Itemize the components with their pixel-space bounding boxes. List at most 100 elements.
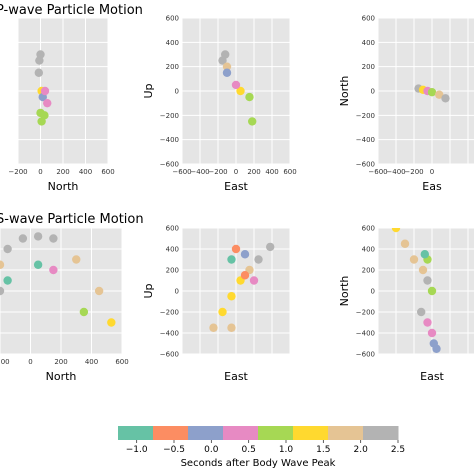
data-point [49, 234, 58, 243]
x-tick-label: −600 [368, 168, 387, 176]
p-wave-title: P-wave Particle Motion [0, 3, 143, 18]
data-point [427, 286, 437, 296]
data-point [218, 56, 227, 65]
data-point [240, 250, 250, 259]
points [209, 242, 275, 332]
y-tick-label: 600 [362, 225, 375, 233]
y-tick-label: −200 [356, 309, 375, 317]
x-axis-label: East [224, 180, 248, 193]
x-axis-label: North [46, 370, 77, 383]
x-tick-label: 400 [79, 168, 92, 176]
data-point [227, 323, 236, 332]
y-tick-label: 400 [166, 39, 179, 47]
y-tick-label: 0 [175, 288, 179, 296]
y-tick-label: 400 [362, 39, 375, 47]
data-point [231, 80, 241, 90]
x-tick-label: −200 [208, 168, 227, 176]
y-tick-label: 600 [166, 225, 179, 233]
colorbar-tick-label: −0.5 [163, 445, 185, 455]
points [34, 50, 52, 126]
colorbar-tick-label: 0.5 [242, 445, 256, 455]
x-tick-label: −600 [172, 168, 191, 176]
data-point [218, 307, 227, 317]
y-tick-label: 400 [166, 246, 179, 254]
data-point [209, 323, 218, 332]
data-point [400, 239, 410, 248]
data-point [441, 94, 450, 103]
data-point [236, 86, 245, 96]
panel-3: −600−400−200 06004002000−200−400−600EasNo… [338, 15, 474, 193]
y-tick-label: −200 [356, 112, 375, 120]
x-tick-label: −400 [386, 168, 405, 176]
y-tick-label: 400 [362, 246, 375, 254]
data-point [240, 271, 250, 280]
colorbar-segment [328, 426, 364, 440]
data-point [79, 307, 89, 317]
x-axis-label: East [224, 370, 248, 383]
colorbar-tick-label: 1.0 [279, 445, 294, 455]
panel-2: −600−400−200 0 200 400 6006004002000−200−400… [142, 15, 297, 194]
data-point [35, 56, 44, 65]
x-tick-label: −200 [8, 168, 27, 176]
y-axis-label: Up [142, 283, 155, 298]
data-point [222, 62, 232, 71]
x-tick-label: 200 [56, 168, 69, 176]
y-tick-label: −400 [160, 136, 179, 144]
colorbar-tick-label: 1.5 [316, 445, 330, 455]
y-tick-label: −600 [356, 161, 375, 169]
x-tick-label: 0 [234, 168, 238, 176]
colorbar-tick-label: 2.0 [354, 445, 369, 455]
y-tick-label: 0 [371, 288, 375, 296]
x-tick-label: −400 [190, 168, 209, 176]
y-tick-label: −400 [356, 330, 375, 338]
data-point [409, 255, 419, 264]
y-tick-label: 200 [362, 63, 375, 71]
y-tick-label: −600 [356, 351, 375, 359]
data-point [435, 90, 444, 99]
y-tick-label: 200 [166, 267, 179, 275]
data-point [418, 265, 428, 275]
x-tick-label: 400 [85, 358, 98, 366]
data-point [3, 244, 12, 254]
colorbar-segment [153, 426, 189, 440]
colorbar-segment [223, 426, 259, 440]
x-tick-label: 600 [115, 358, 128, 366]
data-point [427, 88, 437, 97]
x-axis-label: Eas [422, 180, 442, 193]
data-point [427, 328, 437, 338]
points [414, 84, 450, 103]
points [218, 50, 257, 126]
data-point [37, 117, 46, 126]
data-point [43, 98, 52, 108]
x-tick-label: 600 [283, 168, 296, 176]
s-wave-title: S-wave Particle Motion [0, 212, 144, 227]
y-tick-label: 600 [166, 15, 179, 23]
x-tick-label: 600 [101, 168, 114, 176]
data-point [94, 286, 104, 296]
data-point [254, 255, 263, 264]
data-point [245, 92, 254, 102]
data-point [249, 276, 259, 285]
x-axis-label: East [420, 370, 444, 383]
data-point [34, 68, 44, 77]
y-tick-label: 200 [362, 267, 375, 275]
y-tick-label: −400 [356, 136, 375, 144]
data-point [222, 68, 232, 77]
data-point [248, 117, 257, 126]
y-tick-label: −600 [160, 351, 179, 359]
data-point [0, 260, 5, 269]
y-axis-label: North [338, 76, 351, 107]
x-tick-label: 400 [265, 168, 278, 176]
data-point [227, 292, 236, 301]
colorbar-label: Seconds after Body Wave Peak [181, 458, 336, 469]
x-tick-label: 200 [54, 358, 67, 366]
x-tick-label: 0 [28, 358, 32, 366]
colorbar-segment [188, 426, 224, 440]
data-point [33, 260, 43, 269]
panel-6: 600 400 200 0 −200 −400 −600 East North [338, 225, 474, 383]
y-tick-label: −200 [160, 309, 179, 317]
panel-5: 600 400 200 0 −200 −400 −600 East Up [142, 225, 291, 383]
x-tick-label: 200 [247, 168, 260, 176]
data-point [40, 86, 50, 96]
